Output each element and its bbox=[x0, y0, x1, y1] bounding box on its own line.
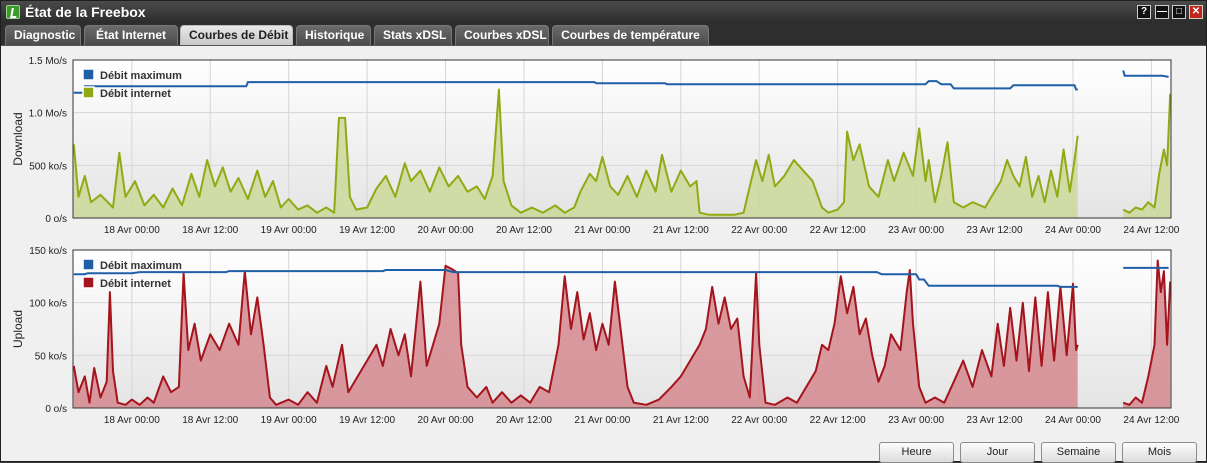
tab-stats-xdsl[interactable]: Stats xDSL bbox=[374, 25, 452, 45]
download-chart: 18 Avr 00:00 18 Avr 12:00 19 Avr 00:00 19 A… bbox=[11, 56, 1180, 236]
tab-content: 18 Avr 00:00 18 Avr 12:00 19 Avr 00:00 19 A… bbox=[1, 47, 1206, 463]
x-tick-label: 20 Avr 12:00 bbox=[496, 415, 552, 426]
x-tick-label: 18 Avr 00:00 bbox=[104, 415, 160, 426]
x-tick-label: 24 Avr 00:00 bbox=[1045, 225, 1101, 236]
legend-label-internet: Débit internet bbox=[100, 88, 171, 100]
plot-border bbox=[72, 59, 1172, 219]
y-tick-label: 1.5 Mo/s bbox=[29, 56, 67, 67]
legend-swatch-max bbox=[82, 68, 95, 81]
x-tick-label: 23 Avr 00:00 bbox=[888, 225, 944, 236]
tab-bar: Diagnostic État Internet Courbes de Débi… bbox=[1, 23, 1206, 46]
legend-label-max: Débit maximum bbox=[100, 260, 182, 272]
tab-etat-internet[interactable]: État Internet bbox=[84, 25, 178, 45]
y-tick-label: 500 ko/s bbox=[29, 161, 67, 172]
y-axis-label: Upload bbox=[11, 310, 25, 348]
x-tick-label: 18 Avr 12:00 bbox=[182, 225, 238, 236]
x-tick-label: 23 Avr 12:00 bbox=[967, 415, 1023, 426]
tab-historique[interactable]: Historique bbox=[296, 25, 371, 45]
tab-courbes-de-temperature[interactable]: Courbes de température bbox=[552, 25, 709, 45]
internet-series-line bbox=[1122, 259, 1172, 406]
legend-swatch-max bbox=[82, 258, 95, 271]
window-title: État de la Freebox bbox=[25, 4, 146, 20]
tab-courbes-de-debit[interactable]: Courbes de Débit bbox=[180, 25, 293, 45]
legend: Débit maximum Débit internet bbox=[82, 258, 182, 290]
x-tick-label: 24 Avr 12:00 bbox=[1123, 225, 1179, 236]
y-tick-label: 50 ko/s bbox=[35, 351, 67, 362]
tab-courbes-xdsl[interactable]: Courbes xDSL bbox=[455, 25, 549, 45]
x-tick-label: 20 Avr 00:00 bbox=[418, 225, 474, 236]
minimize-button[interactable]: — bbox=[1155, 5, 1169, 19]
x-tick-label: 19 Avr 12:00 bbox=[339, 225, 395, 236]
x-tick-label: 23 Avr 12:00 bbox=[967, 225, 1023, 236]
y-tick-label: 150 ko/s bbox=[29, 246, 67, 257]
y-tick-label: 0 o/s bbox=[45, 214, 67, 225]
legend-swatch-internet bbox=[82, 276, 95, 289]
internet-area-fill bbox=[1123, 260, 1171, 408]
x-tick-label: 21 Avr 12:00 bbox=[653, 415, 709, 426]
legend-label-max: Débit maximum bbox=[100, 70, 182, 82]
range-hour-button[interactable]: Heure bbox=[879, 442, 954, 463]
upload-chart: 18 Avr 00:00 18 Avr 12:00 19 Avr 00:00 19 A… bbox=[11, 246, 1180, 426]
range-month-button[interactable]: Mois bbox=[1122, 442, 1197, 463]
legend-label-internet: Débit internet bbox=[100, 278, 171, 290]
x-tick-label: 24 Avr 00:00 bbox=[1045, 415, 1101, 426]
title-bar[interactable]: État de la Freebox ? — □ ✕ bbox=[1, 1, 1206, 23]
plot-border bbox=[72, 249, 1172, 409]
x-tick-label: 22 Avr 00:00 bbox=[731, 225, 787, 236]
internet-area-fill bbox=[1123, 93, 1171, 218]
max-series-line bbox=[1122, 70, 1169, 78]
freebox-app-icon bbox=[6, 5, 20, 19]
y-axis-label: Download bbox=[11, 112, 25, 165]
max-series-line bbox=[73, 80, 1078, 94]
tab-diagnostic[interactable]: Diagnostic bbox=[5, 25, 81, 45]
max-series-line bbox=[73, 269, 1078, 288]
legend-swatch-internet bbox=[82, 86, 95, 99]
x-tick-label: 19 Avr 00:00 bbox=[261, 415, 317, 426]
x-tick-label: 21 Avr 12:00 bbox=[653, 225, 709, 236]
y-tick-label: 100 ko/s bbox=[29, 299, 67, 310]
y-tick-label: 1.0 Mo/s bbox=[29, 109, 67, 120]
range-week-button[interactable]: Semaine bbox=[1041, 442, 1116, 463]
help-button[interactable]: ? bbox=[1137, 5, 1151, 19]
range-day-button[interactable]: Jour bbox=[960, 442, 1035, 463]
x-tick-label: 23 Avr 00:00 bbox=[888, 415, 944, 426]
x-tick-label: 18 Avr 12:00 bbox=[182, 415, 238, 426]
x-tick-label: 21 Avr 00:00 bbox=[574, 415, 630, 426]
x-tick-label: 19 Avr 12:00 bbox=[339, 415, 395, 426]
internet-series-line bbox=[72, 264, 1079, 406]
x-tick-label: 21 Avr 00:00 bbox=[574, 225, 630, 236]
legend: Débit maximum Débit internet bbox=[82, 68, 182, 100]
internet-series-line bbox=[1122, 93, 1172, 214]
maximize-button[interactable]: □ bbox=[1172, 5, 1186, 19]
y-tick-label: 0 o/s bbox=[45, 404, 67, 415]
x-tick-label: 20 Avr 12:00 bbox=[496, 225, 552, 236]
x-tick-label: 24 Avr 12:00 bbox=[1123, 415, 1179, 426]
x-tick-label: 18 Avr 00:00 bbox=[104, 225, 160, 236]
x-tick-label: 20 Avr 00:00 bbox=[418, 415, 474, 426]
close-button[interactable]: ✕ bbox=[1189, 5, 1203, 19]
x-tick-label: 22 Avr 12:00 bbox=[810, 415, 866, 426]
x-tick-label: 22 Avr 12:00 bbox=[810, 225, 866, 236]
x-tick-label: 22 Avr 00:00 bbox=[731, 415, 787, 426]
internet-series-line bbox=[72, 88, 1079, 216]
x-tick-label: 19 Avr 00:00 bbox=[261, 225, 317, 236]
